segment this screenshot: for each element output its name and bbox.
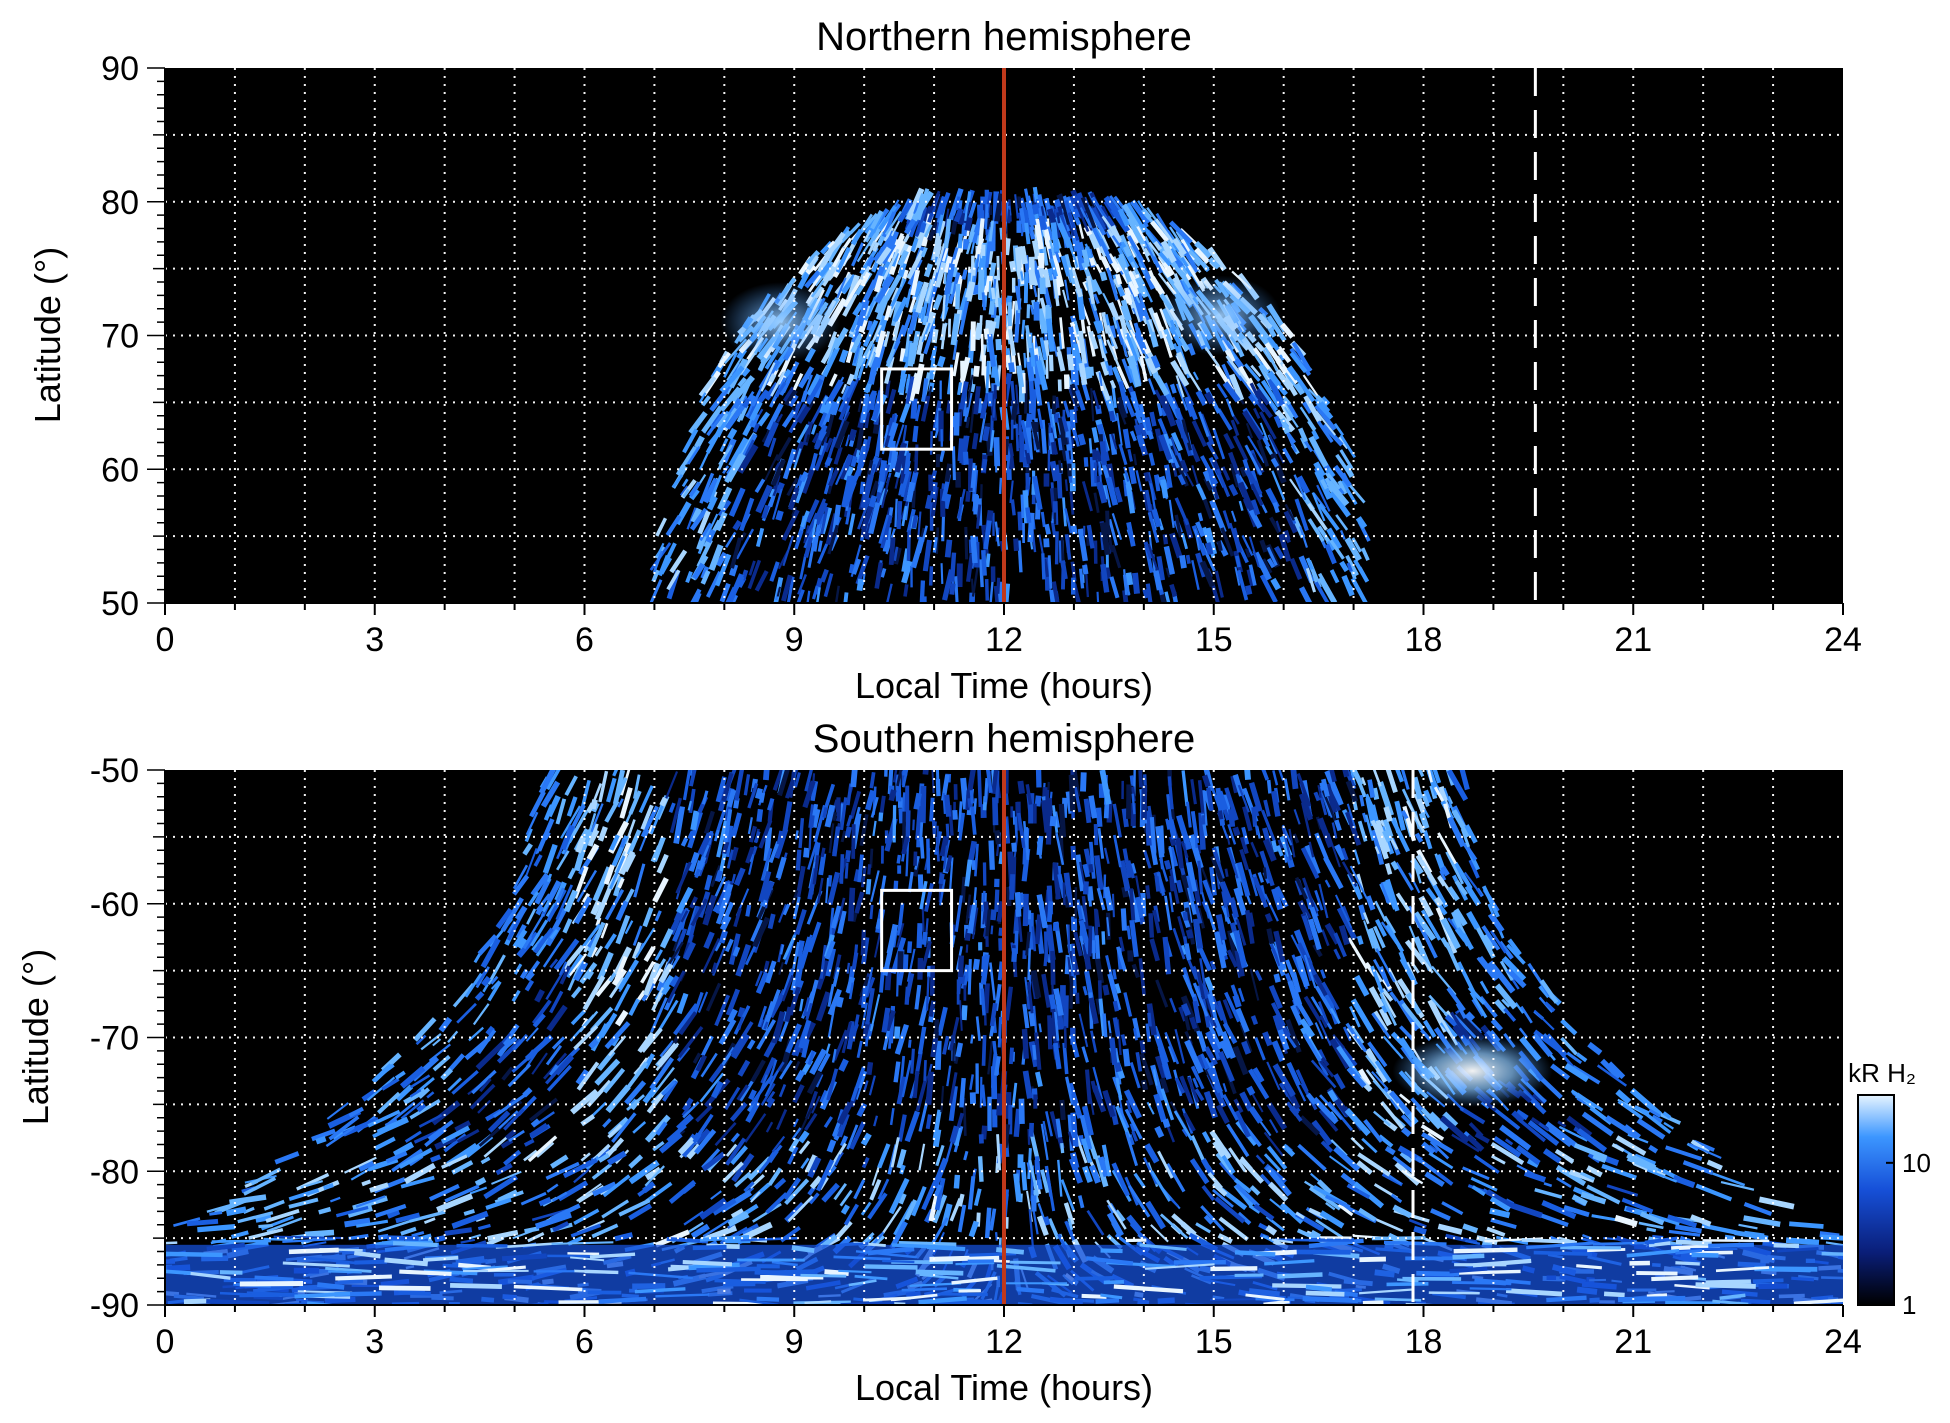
x-tick-label: 9 [785, 621, 804, 659]
x-tick-label: 15 [1195, 1323, 1233, 1361]
south-panel: Southern hemisphere 0 3 6 9 12 15 18 21 24 -50 -60… [15, 717, 1862, 1408]
y-tick-label: -70 [90, 1020, 139, 1058]
south-emission-layer [165, 770, 1843, 1305]
north-x-axis-label: Local Time (hours) [855, 665, 1153, 706]
y-tick-label: 90 [101, 50, 139, 88]
y-tick-label: -60 [90, 886, 139, 924]
sample-region-box [880, 888, 954, 973]
x-tick-label: 0 [156, 621, 175, 659]
north-title: Northern hemisphere [816, 15, 1192, 59]
colorbar-tick-label: 10 [1902, 1148, 1931, 1178]
colorbar: kR H₂ 1 10 [1848, 1058, 1931, 1320]
colorbar-tick-label: 1 [1902, 1290, 1916, 1320]
x-tick-label: 12 [985, 621, 1023, 659]
x-tick-label: 21 [1614, 1323, 1652, 1361]
x-tick-label: 18 [1405, 621, 1443, 659]
x-tick-label: 15 [1195, 621, 1233, 659]
x-tick-label: 21 [1614, 621, 1652, 659]
colorbar-ticks: 1 10 [1886, 1148, 1931, 1320]
x-tick-label: 6 [575, 621, 594, 659]
north-panel: Northern hemisphere 0 3 6 9 12 15 18 21 24 50 60 70… [27, 15, 1862, 706]
x-tick-label: 12 [985, 1323, 1023, 1361]
y-tick-label: -50 [90, 752, 139, 790]
x-tick-label: 24 [1824, 1323, 1862, 1361]
south-y-axis-label: Latitude (°) [15, 949, 56, 1125]
south-x-axis-label: Local Time (hours) [855, 1367, 1153, 1408]
south-axis-ticks: 0 3 6 9 12 15 18 21 24 -50 -60 -70 -80 -90 [90, 752, 1862, 1361]
x-tick-label: 0 [156, 1323, 175, 1361]
y-tick-label: 80 [101, 184, 139, 222]
colorbar-label: kR H₂ [1848, 1058, 1916, 1088]
x-tick-label: 3 [365, 1323, 384, 1361]
x-tick-label: 3 [365, 621, 384, 659]
x-tick-label: 18 [1405, 1323, 1443, 1361]
south-overlays [880, 770, 1415, 1305]
north-overlays [880, 68, 1537, 603]
y-tick-label: 50 [101, 585, 139, 623]
colorbar-gradient [1857, 1094, 1895, 1306]
north-axis-ticks: 0 3 6 9 12 15 18 21 24 50 60 70 80 90 [101, 50, 1862, 659]
sample-region-box [880, 367, 954, 451]
y-tick-label: 60 [101, 451, 139, 489]
south-title: Southern hemisphere [813, 717, 1195, 761]
y-tick-label: -80 [90, 1153, 139, 1191]
x-tick-label: 9 [785, 1323, 804, 1361]
y-tick-label: -90 [90, 1287, 139, 1325]
x-tick-label: 24 [1824, 621, 1862, 659]
x-tick-label: 6 [575, 1323, 594, 1361]
y-tick-label: 70 [101, 318, 139, 356]
north-y-axis-label: Latitude (°) [27, 247, 68, 423]
